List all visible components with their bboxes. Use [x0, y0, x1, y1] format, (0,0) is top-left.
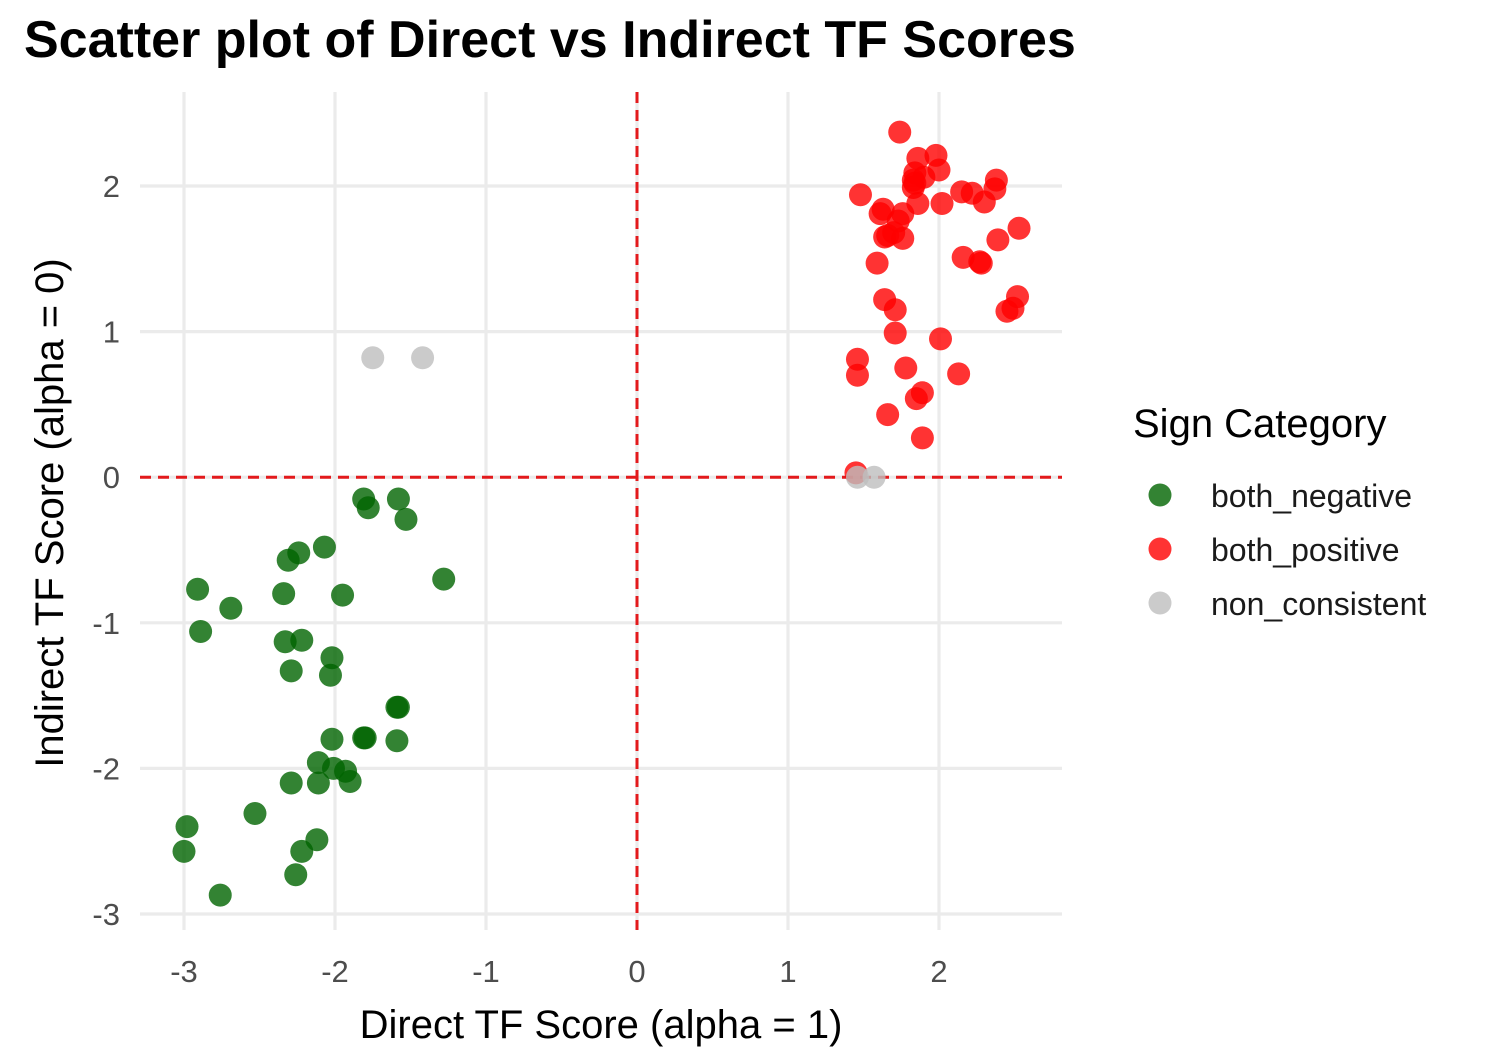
legend-label: both_negative: [1211, 478, 1412, 514]
data-point: [356, 496, 380, 520]
legend-item-both_positive: both_positive: [1148, 532, 1400, 568]
x-tick-label: 1: [779, 954, 796, 989]
data-point: [290, 839, 314, 863]
data-point: [862, 465, 886, 489]
data-point: [243, 802, 267, 826]
data-point: [320, 727, 344, 751]
y-tick-label: -1: [92, 606, 120, 641]
chart-title: Scatter plot of Direct vs Indirect TF Sc…: [24, 11, 1076, 69]
y-tick-label: -2: [92, 751, 120, 786]
data-point: [272, 582, 296, 606]
legend-item-non_consistent: non_consistent: [1148, 586, 1426, 622]
data-point: [845, 347, 869, 371]
y-axis-ticks: -3 -2 -1 0 1 2: [92, 169, 120, 932]
data-point: [175, 815, 199, 839]
data-point: [929, 327, 953, 351]
legend-key: [1148, 537, 1172, 561]
data-point: [894, 356, 918, 380]
y-tick-label: 0: [103, 460, 120, 495]
legend-label: non_consistent: [1211, 586, 1426, 622]
x-axis-title: Direct TF Score (alpha = 1): [360, 1003, 843, 1047]
data-points: [172, 120, 1031, 907]
data-point: [865, 251, 889, 275]
data-point: [279, 771, 303, 795]
data-point: [986, 228, 1010, 252]
data-point: [845, 363, 869, 387]
legend-item-both_negative: both_negative: [1148, 478, 1412, 514]
legend-items: both_negative both_positive non_consistent: [1148, 478, 1426, 622]
data-point: [320, 646, 344, 670]
x-axis-ticks: -3 -2 -1 0 1 2: [170, 954, 947, 989]
data-point: [352, 726, 376, 750]
data-point: [290, 628, 314, 652]
legend: Sign Category both_negative both_positive…: [1133, 402, 1426, 622]
data-point: [1007, 216, 1031, 240]
y-tick-label: -3: [92, 897, 120, 932]
data-point: [287, 541, 311, 565]
data-point: [172, 839, 196, 863]
series-non_consistent: [361, 346, 886, 489]
data-point: [219, 596, 243, 620]
y-tick-label: 1: [103, 315, 120, 350]
y-tick-label: 2: [103, 169, 120, 204]
data-point: [972, 190, 996, 214]
data-point: [904, 387, 928, 411]
data-point: [883, 298, 907, 322]
data-point: [848, 183, 872, 207]
legend-label: both_positive: [1211, 532, 1400, 568]
data-point: [845, 465, 869, 489]
x-tick-label: -3: [170, 954, 198, 989]
data-point: [910, 426, 934, 450]
data-point: [883, 321, 907, 345]
data-point: [279, 659, 303, 683]
data-point: [873, 225, 897, 249]
data-point: [394, 507, 418, 531]
data-point: [876, 403, 900, 427]
reference-lines: [140, 92, 1062, 930]
data-point: [947, 362, 971, 386]
data-point: [284, 863, 308, 887]
y-axis-title: Indirect TF Score (alpha = 0): [28, 258, 72, 768]
grid-lines: [140, 92, 1062, 930]
data-point: [930, 191, 954, 215]
data-point: [969, 251, 993, 275]
data-point: [891, 226, 915, 250]
legend-key: [1148, 591, 1172, 615]
data-point: [361, 346, 385, 370]
data-point: [411, 346, 435, 370]
data-point: [888, 120, 912, 144]
series-both_positive: [844, 120, 1031, 485]
data-point: [385, 729, 409, 753]
legend-title: Sign Category: [1133, 402, 1386, 446]
data-point: [1001, 296, 1025, 320]
data-point: [273, 630, 297, 654]
data-point: [331, 583, 355, 607]
x-tick-label: 2: [930, 954, 947, 989]
data-point: [338, 770, 362, 794]
data-point: [189, 620, 213, 644]
data-point: [186, 577, 210, 601]
data-point: [868, 202, 892, 226]
x-tick-label: 0: [628, 954, 645, 989]
x-tick-label: -1: [472, 954, 500, 989]
data-point: [386, 487, 410, 511]
data-point: [208, 883, 232, 907]
data-point: [312, 535, 336, 559]
data-point: [432, 567, 456, 591]
data-point: [318, 663, 342, 687]
data-point: [306, 771, 330, 795]
data-point: [386, 695, 410, 719]
x-tick-label: -2: [321, 954, 349, 989]
legend-key: [1148, 483, 1172, 507]
series-both_negative: [172, 487, 456, 907]
